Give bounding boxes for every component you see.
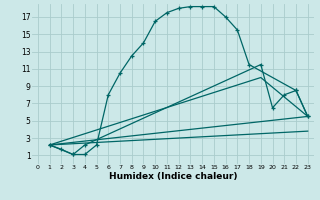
X-axis label: Humidex (Indice chaleur): Humidex (Indice chaleur) (108, 172, 237, 181)
